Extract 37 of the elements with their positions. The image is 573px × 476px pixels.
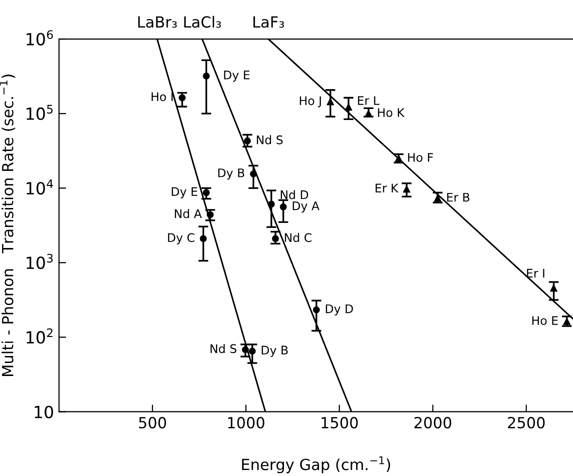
annotation: Nd S	[256, 135, 283, 144]
annotation: Dy B	[218, 168, 244, 180]
annotation: Dy C	[168, 233, 194, 244]
series-label: LaF₃	[253, 16, 284, 28]
annotation: Er L	[358, 96, 380, 105]
annotation: Er I	[527, 268, 544, 278]
y-axis-title: Multi - Phonon Transition Rate (sec.$^{−1}$)	[0, 74, 16, 376]
annotation: Nd C	[284, 232, 312, 242]
annotation: Dy E	[172, 187, 198, 198]
annotation: Ho J	[300, 96, 321, 108]
x-tick-label: 2000	[414, 416, 452, 428]
x-axis-title: Energy Gap (cm.$^{−1}$)	[242, 456, 390, 474]
annotation: Ho E	[532, 316, 558, 326]
annotation: Dy A	[292, 202, 320, 213]
annotation: Dy E	[224, 70, 250, 82]
annotation: Er K	[376, 184, 399, 192]
y-tick-label: 10$^{3}$	[26, 254, 53, 270]
series-label: LaCl₃	[184, 16, 221, 28]
x-tick-label: 1000	[228, 416, 264, 428]
annotation: Nd S	[210, 344, 236, 354]
y-tick-label: 10	[34, 406, 54, 418]
y-tick-label: 10$^{2}$	[26, 328, 52, 344]
annotation: Ho F	[408, 153, 433, 162]
annotation: Dy D	[326, 304, 353, 316]
annotation: Ho K	[378, 108, 405, 117]
x-tick-label: 2500	[508, 416, 545, 428]
y-tick-label: 10$^{6}$	[26, 30, 53, 46]
annotation: Nd A	[174, 208, 202, 218]
x-tick-label: 1500	[322, 416, 358, 428]
series-label: LaBr₃	[138, 16, 177, 28]
annotation: Dy B	[262, 346, 288, 357]
y-tick-label: 10$^{5}$	[26, 104, 53, 120]
annotation: Ho I	[152, 92, 173, 102]
annotation: Nd D	[280, 190, 308, 200]
y-tick-label: 10$^{4}$	[26, 179, 53, 195]
x-tick-label: 500	[139, 416, 166, 428]
annotation: Er B	[447, 192, 470, 202]
